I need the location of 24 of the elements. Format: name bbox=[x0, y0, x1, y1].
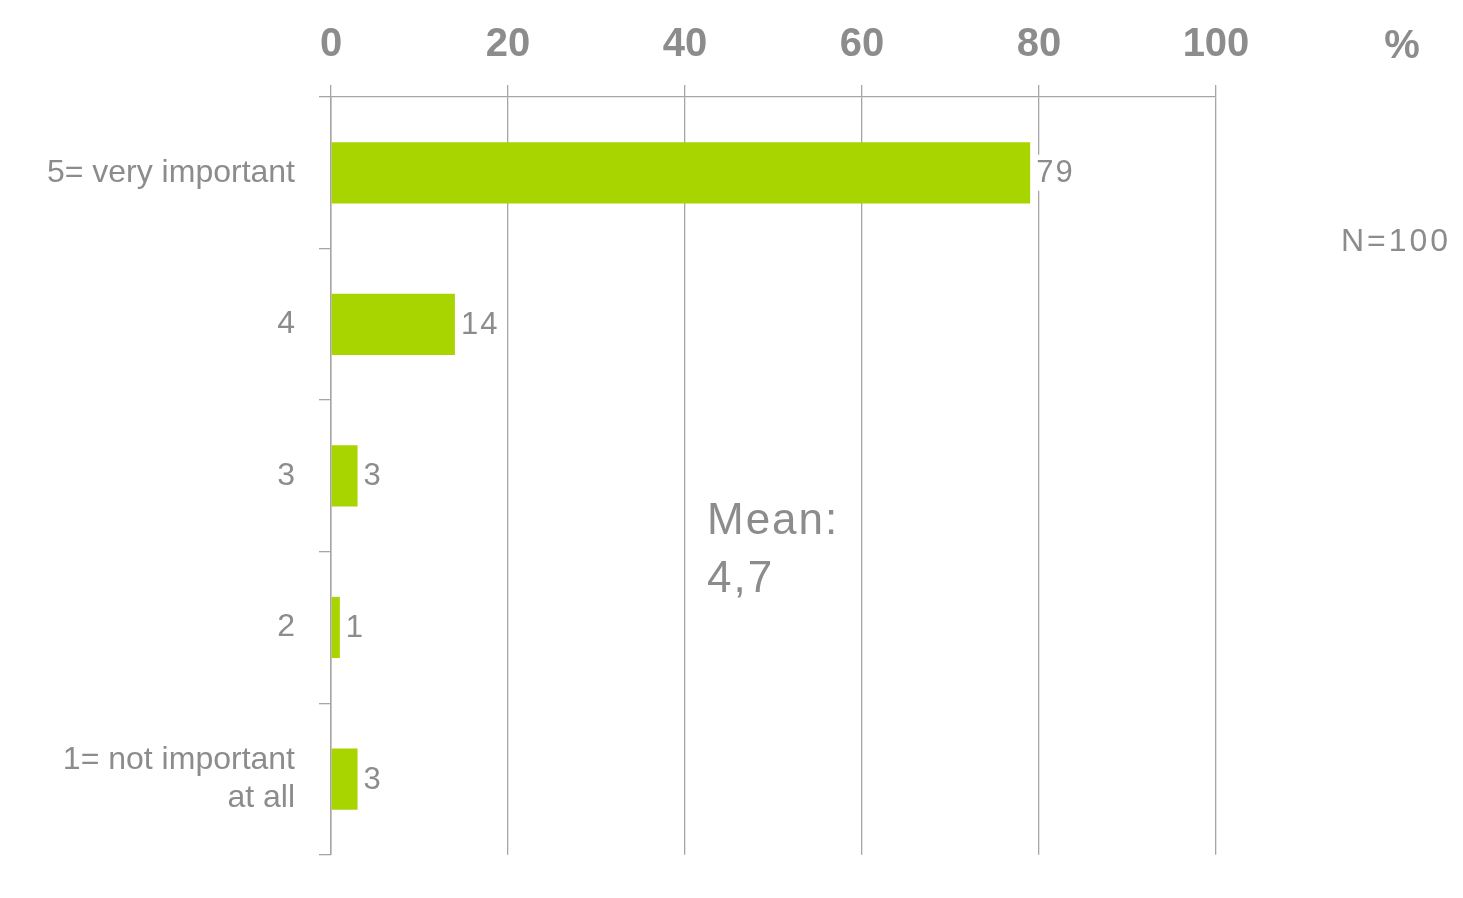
y-tick-label: 3 bbox=[277, 455, 295, 492]
data-label: 1 bbox=[345, 609, 366, 645]
data-label: 3 bbox=[363, 760, 383, 796]
x-tick-label: 100 bbox=[1182, 20, 1250, 65]
annotation: Mean: 4,7 bbox=[707, 494, 840, 602]
bar bbox=[331, 445, 358, 507]
y-tick-label: 1= not important at all bbox=[62, 739, 296, 815]
bar bbox=[331, 293, 455, 355]
data-label: 14 bbox=[460, 305, 500, 341]
bar bbox=[331, 142, 1031, 204]
x-tick-label: 80 bbox=[1016, 20, 1062, 65]
bar bbox=[331, 748, 358, 810]
data-label: 3 bbox=[363, 457, 383, 493]
x-tick-label: 20 bbox=[485, 20, 531, 65]
y-tick-label: 2 bbox=[277, 607, 295, 644]
x-tick-label: 0 bbox=[319, 20, 343, 65]
bar bbox=[331, 596, 340, 659]
x-tick-label: 40 bbox=[662, 20, 708, 65]
y-tick-label: 5= very important bbox=[46, 152, 296, 189]
x-tick-label: 60 bbox=[839, 20, 885, 65]
text: N=100 bbox=[1340, 221, 1452, 258]
x-axis-title: % bbox=[1384, 22, 1420, 67]
data-label: 79 bbox=[1036, 154, 1075, 190]
y-tick-label: 4 bbox=[277, 304, 295, 341]
